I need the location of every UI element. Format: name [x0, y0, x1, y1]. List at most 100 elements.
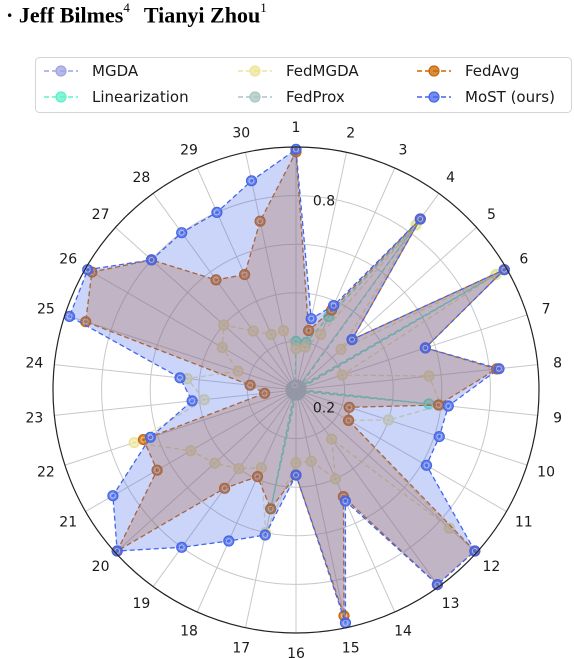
grid-spoke	[295, 167, 396, 391]
data-point	[239, 269, 251, 281]
grid-spoke	[152, 193, 297, 391]
data-point	[185, 445, 197, 457]
grid-spoke	[115, 389, 297, 553]
data-point	[469, 545, 481, 557]
data-point-ring	[308, 315, 315, 322]
data-point	[80, 316, 92, 328]
category-label: 3	[399, 143, 408, 159]
radial-tick-label: 0.8	[313, 194, 335, 210]
data-point	[442, 400, 454, 412]
data-point	[382, 414, 394, 426]
data-point	[254, 215, 266, 227]
data-point	[277, 325, 289, 337]
grid-spoke	[295, 314, 528, 391]
legend-label: MGDA	[92, 62, 139, 80]
data-point	[303, 325, 315, 337]
data-point-ring	[235, 368, 242, 375]
data-point-ring	[177, 374, 183, 381]
data-point-ring	[332, 475, 339, 482]
data-point	[493, 363, 505, 375]
data-point-ring	[66, 313, 73, 320]
data-point	[329, 473, 342, 485]
series-area	[69, 149, 505, 623]
category-label: 11	[515, 515, 533, 531]
data-point-ring	[317, 331, 324, 338]
data-point	[423, 370, 435, 382]
grid-spoke	[64, 314, 297, 391]
legend-label: FedProx	[286, 88, 345, 106]
angular-ticks: 1 234567891011121314151617181920212223242…	[25, 120, 562, 658]
series-fedmgda	[128, 219, 502, 539]
legend-marker	[428, 65, 440, 77]
category-label: 17	[232, 640, 250, 656]
data-point-ring	[293, 345, 299, 352]
legend-marker	[249, 91, 261, 103]
legend-label: FedAvg	[465, 62, 519, 80]
data-point	[290, 143, 302, 155]
data-point-ring	[342, 498, 349, 504]
category-label: 24	[25, 356, 43, 372]
data-point-ring	[178, 229, 185, 236]
author-affiliation: 4	[123, 0, 130, 15]
data-point-ring	[211, 460, 218, 467]
data-point-ring	[302, 344, 309, 351]
category-label: 15	[342, 640, 360, 656]
data-point	[328, 300, 340, 312]
category-label: 19	[132, 596, 150, 612]
data-point-ring	[201, 396, 208, 403]
category-label: 21	[59, 515, 77, 531]
data-point	[346, 334, 358, 346]
category-label: 18	[180, 623, 198, 639]
data-point	[339, 617, 352, 629]
data-point	[151, 464, 163, 476]
data-point	[290, 469, 302, 481]
data-point	[251, 471, 264, 483]
data-point	[343, 414, 355, 426]
data-point-ring	[292, 382, 298, 389]
data-point	[443, 522, 456, 534]
legend-item: FedMGDA	[238, 62, 359, 80]
grid-spoke	[295, 227, 477, 391]
data-point-ring	[330, 302, 337, 309]
outer-ring	[52, 146, 540, 634]
data-point	[336, 369, 348, 381]
data-point-ring	[349, 336, 355, 343]
data-point	[186, 395, 198, 407]
author-bullet: ·	[6, 2, 14, 28]
data-point-ring	[250, 328, 257, 334]
category-label: 8	[553, 356, 562, 372]
data-point	[145, 254, 158, 266]
grid-spoke	[85, 268, 297, 391]
category-label: 29	[180, 143, 198, 159]
legend-label: MoST (ours)	[465, 88, 555, 106]
data-point-ring	[425, 373, 432, 379]
radial-tick-label: 0.2	[313, 400, 335, 416]
data-point	[211, 206, 223, 218]
data-point-ring	[225, 538, 232, 544]
grid-spoke	[196, 389, 297, 613]
data-point-ring	[293, 472, 299, 479]
data-point	[210, 274, 222, 286]
category-label: 14	[394, 623, 412, 639]
data-point-ring	[385, 417, 392, 423]
data-point	[335, 343, 347, 355]
data-point-ring	[425, 401, 432, 407]
data-point	[305, 313, 317, 325]
legend-item: MoST (ours)	[417, 88, 555, 106]
data-point	[128, 437, 140, 449]
legend-label: Linearization	[92, 88, 189, 106]
data-point-ring	[445, 403, 452, 409]
data-point-ring	[305, 327, 312, 334]
data-point-ring	[178, 544, 185, 551]
category-label: 22	[37, 464, 55, 480]
plot-border	[52, 146, 540, 634]
data-point-ring	[213, 276, 219, 283]
data-point	[216, 341, 228, 354]
data-point	[232, 365, 244, 377]
grid-spoke	[295, 389, 507, 512]
legend-item: FedProx	[238, 88, 345, 106]
data-point	[289, 379, 301, 391]
data-point	[315, 328, 327, 341]
data-point-ring	[241, 271, 248, 278]
series-area	[85, 151, 505, 616]
